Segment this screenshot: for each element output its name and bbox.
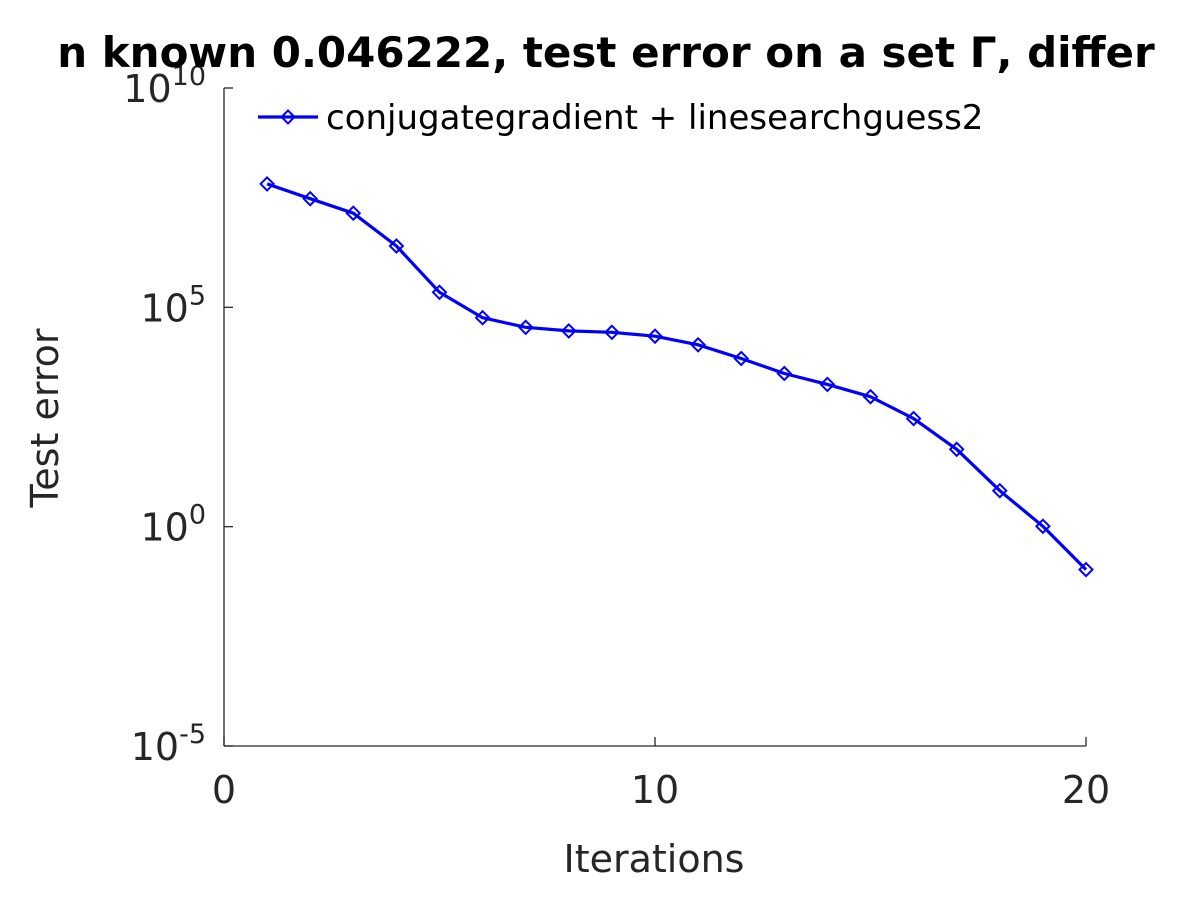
axes-layer: 0 10 20 10-5 100 105 1010 <box>123 61 1110 812</box>
data-point <box>388 238 405 254</box>
data-point <box>474 309 491 326</box>
data-point <box>690 336 707 353</box>
y-tick-label: 1010 <box>123 61 206 111</box>
data-point <box>862 388 879 405</box>
legend-swatch-marker <box>280 109 296 125</box>
y-axis-label: Test error <box>23 328 67 508</box>
data-point <box>302 190 319 207</box>
data-point <box>560 322 577 339</box>
x-tick-label: 10 <box>631 768 679 812</box>
data-point <box>647 328 663 345</box>
series-layer <box>259 175 1094 578</box>
x-axis-label: Iterations <box>564 837 745 881</box>
data-point <box>776 365 793 382</box>
data-point <box>1078 561 1094 578</box>
data-point <box>345 205 362 222</box>
y-tick-label: 105 <box>140 280 206 330</box>
chart-title: n known 0.046222, test error on a set Γ,… <box>57 28 1155 77</box>
legend: conjugategradient + linesearchguess2 <box>258 98 983 138</box>
x-tick-label: 20 <box>1062 768 1110 812</box>
data-point <box>517 319 534 336</box>
legend-entry: conjugategradient + linesearchguess2 <box>326 98 983 138</box>
data-point <box>259 175 276 192</box>
y-tick-label: 100 <box>140 500 206 550</box>
data-point <box>948 441 965 458</box>
data-point <box>991 482 1008 499</box>
data-point <box>1034 518 1051 535</box>
data-point <box>431 284 448 301</box>
data-point <box>819 376 836 393</box>
data-point <box>905 410 922 427</box>
series-line <box>266 182 1088 571</box>
x-tick-label: 0 <box>212 768 236 812</box>
data-point <box>603 324 620 341</box>
data-point <box>733 350 750 367</box>
y-tick-label: 10-5 <box>131 719 206 769</box>
